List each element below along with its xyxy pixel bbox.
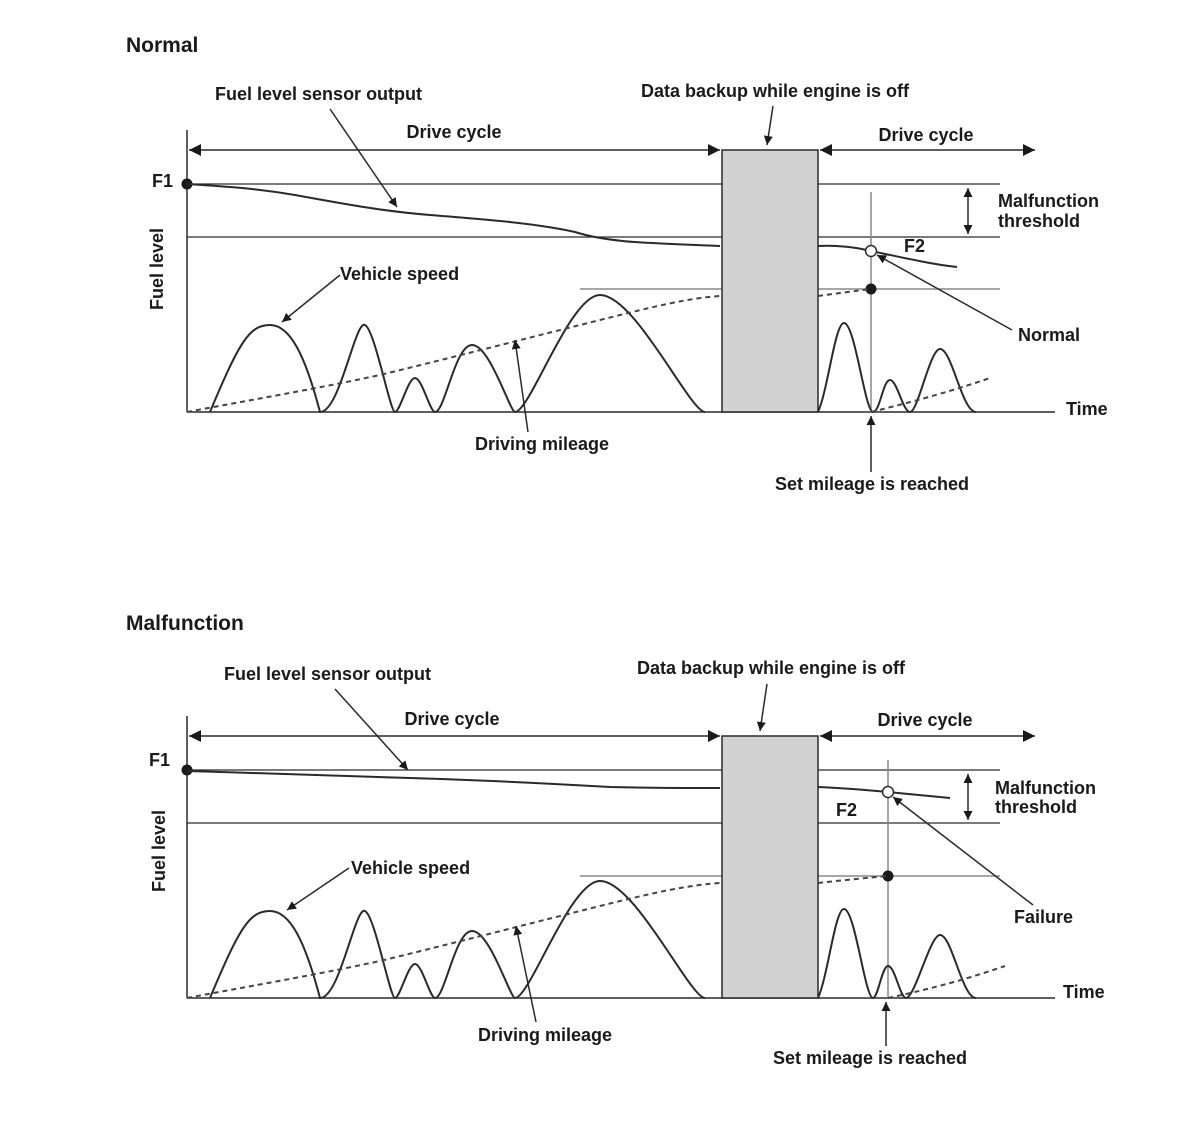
normal-panel-title: Normal bbox=[126, 34, 198, 57]
fuel-sensor-output-curve bbox=[186, 770, 721, 789]
vehicle-speed-pointer bbox=[281, 274, 341, 323]
malfunction-panel: Malfunction Time Fuel level Drive cycle … bbox=[126, 612, 1105, 1068]
time-label: Time bbox=[1063, 982, 1105, 1002]
driving-mileage-curve bbox=[870, 377, 991, 413]
driving-mileage-label: Driving mileage bbox=[478, 1025, 612, 1045]
driving-mileage-curve bbox=[817, 875, 889, 884]
f1-label: F1 bbox=[152, 171, 173, 191]
threshold-label-line2: threshold bbox=[998, 211, 1080, 231]
f2-label: F2 bbox=[836, 800, 857, 820]
result-pointer bbox=[892, 796, 1034, 906]
drive-cycle-label: Drive cycle bbox=[406, 122, 501, 142]
f2-label: F2 bbox=[904, 236, 925, 256]
data-backup-pointer bbox=[756, 683, 768, 732]
vehicle-speed-curve bbox=[209, 879, 706, 1000]
result-pointer bbox=[876, 254, 1013, 331]
engine-off-block bbox=[721, 149, 819, 413]
fuel-sensor-output-curve bbox=[186, 183, 721, 247]
vehicle-speed-pointer bbox=[286, 867, 350, 911]
set-mileage-point bbox=[882, 870, 894, 882]
driving-mileage-curve bbox=[887, 965, 1006, 999]
data-backup-pointer bbox=[763, 105, 774, 146]
drive-cycle-label: Drive cycle bbox=[878, 125, 973, 145]
f2-point bbox=[881, 785, 895, 799]
driving-mileage-curve bbox=[186, 882, 721, 999]
fuel-level-axis-label: Fuel level bbox=[149, 810, 169, 892]
data-backup-label: Data backup while engine is off bbox=[637, 658, 906, 678]
driving-mileage-label: Driving mileage bbox=[475, 434, 609, 454]
set-mileage-label: Set mileage is reached bbox=[775, 474, 969, 494]
sensor-output-pointer bbox=[334, 688, 409, 771]
sensor-output-label: Fuel level sensor output bbox=[215, 84, 422, 104]
vehicle-speed-label: Vehicle speed bbox=[351, 858, 470, 878]
time-label: Time bbox=[1066, 399, 1108, 419]
vehicle-speed-curve bbox=[209, 293, 706, 414]
vehicle-speed-label: Vehicle speed bbox=[340, 264, 459, 284]
driving-mileage-curve bbox=[186, 295, 721, 413]
f1-point bbox=[181, 764, 193, 776]
driving-mileage-pointer bbox=[511, 339, 529, 433]
f1-label: F1 bbox=[149, 750, 170, 770]
normal-panel: Normal Time Fuel level Drive cycle Drive… bbox=[126, 34, 1108, 494]
fuel-level-axis-label: Fuel level bbox=[147, 228, 167, 310]
sensor-output-label: Fuel level sensor output bbox=[224, 664, 431, 684]
drive-cycle-label: Drive cycle bbox=[404, 709, 499, 729]
set-mileage-label: Set mileage is reached bbox=[773, 1048, 967, 1068]
result-label: Failure bbox=[1014, 907, 1073, 927]
fuel-sensor-output-curve bbox=[817, 244, 958, 268]
data-backup-label: Data backup while engine is off bbox=[641, 81, 910, 101]
threshold-label-line2: threshold bbox=[995, 797, 1077, 817]
f2-point bbox=[864, 244, 878, 258]
malfunction-panel-title: Malfunction bbox=[126, 612, 244, 635]
engine-off-block bbox=[721, 735, 819, 999]
drive-cycle-label: Drive cycle bbox=[877, 710, 972, 730]
result-label: Normal bbox=[1018, 325, 1080, 345]
driving-mileage-pointer bbox=[513, 925, 537, 1023]
sensor-output-pointer bbox=[329, 108, 398, 208]
driving-mileage-curve bbox=[817, 288, 872, 297]
vehicle-speed-curve bbox=[817, 907, 977, 1000]
threshold-label-line1: Malfunction bbox=[995, 778, 1096, 798]
vehicle-speed-curve bbox=[817, 321, 977, 414]
set-mileage-point bbox=[865, 283, 877, 295]
threshold-label-line1: Malfunction bbox=[998, 191, 1099, 211]
